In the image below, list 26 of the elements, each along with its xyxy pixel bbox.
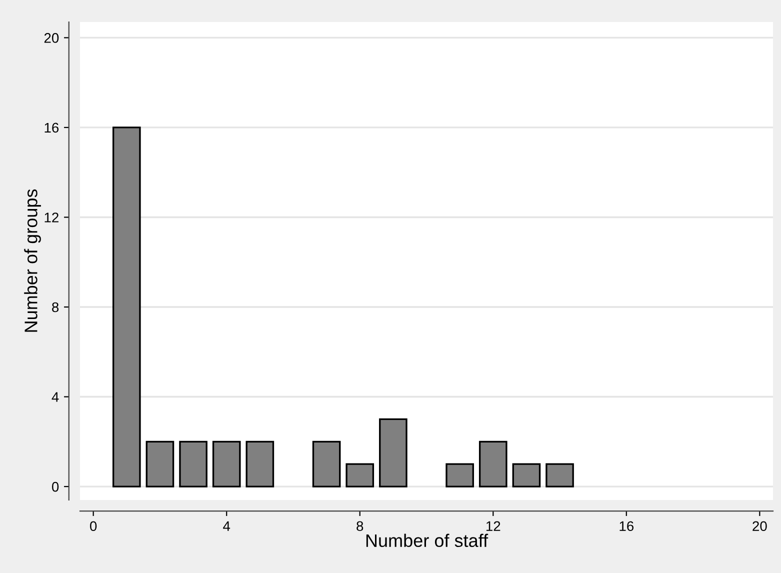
y-tick-label: 8 (52, 302, 59, 312)
y-tick-label: 12 (44, 212, 58, 222)
y-axis-title: Number of groups (24, 189, 41, 332)
y-tick-label: 0 (52, 482, 59, 492)
bar (212, 440, 241, 488)
x-axis-title: Number of staff (366, 534, 488, 548)
x-tick-label: 0 (90, 521, 97, 532)
bar (346, 463, 374, 488)
x-tick-label: 12 (486, 521, 500, 531)
bar (478, 440, 508, 488)
bar (112, 126, 141, 488)
bar (512, 463, 541, 488)
bar (246, 440, 274, 488)
y-tick-label: 4 (52, 392, 59, 402)
bar (179, 440, 208, 488)
bar (546, 463, 574, 488)
bar (379, 418, 408, 488)
bar (146, 440, 174, 488)
y-tick-label: 16 (44, 122, 59, 133)
bar (312, 440, 341, 488)
x-tick-label: 8 (356, 521, 364, 532)
x-tick-label: 16 (620, 521, 634, 532)
x-tick-label: 4 (223, 521, 230, 531)
y-tick-label: 20 (44, 33, 59, 43)
x-tick-label: 20 (752, 521, 767, 532)
bar (446, 463, 474, 488)
